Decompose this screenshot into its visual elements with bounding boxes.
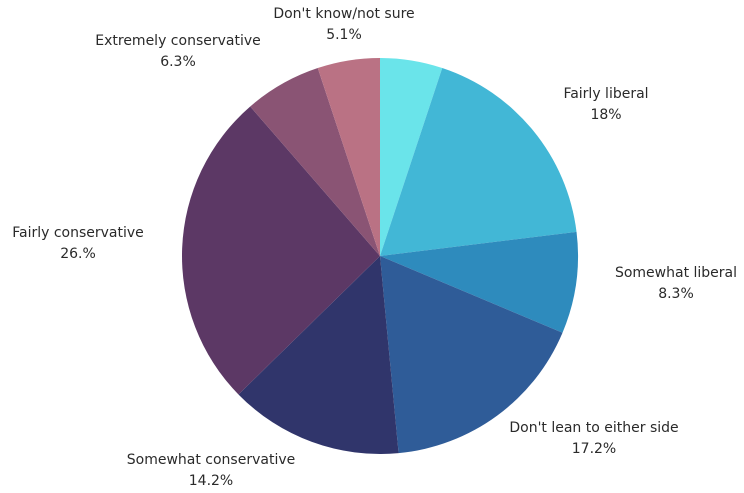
slice-value-label: 18%: [590, 107, 621, 123]
slice-label: Somewhat conservative: [127, 452, 296, 468]
slice-label: Fairly conservative: [12, 225, 144, 241]
pie-slice: [380, 68, 577, 256]
pie-slice: [317, 58, 380, 256]
slice-value-label: 17.2%: [572, 441, 616, 457]
slice-label: Don't lean to either side: [509, 420, 678, 436]
pie-slice: [250, 68, 380, 256]
slice-value-label: 8.3%: [658, 286, 694, 302]
pie-slice: [238, 256, 399, 454]
slice-value-label: 5.1%: [326, 27, 362, 43]
slice-value-label: 26.%: [60, 246, 96, 262]
slice-label: Somewhat liberal: [615, 265, 737, 281]
pie-slice: [380, 58, 443, 256]
slice-value-label: 14.2%: [189, 473, 233, 489]
pie-slice: [380, 256, 563, 454]
slice-label: Fairly liberal: [563, 86, 648, 102]
pie-slice: [380, 231, 578, 333]
pie-slice: [181, 106, 380, 395]
slice-label: Don't know/not sure: [273, 6, 414, 22]
slice-value-label: 6.3%: [160, 54, 196, 70]
slice-label: Extremely conservative: [95, 33, 261, 49]
